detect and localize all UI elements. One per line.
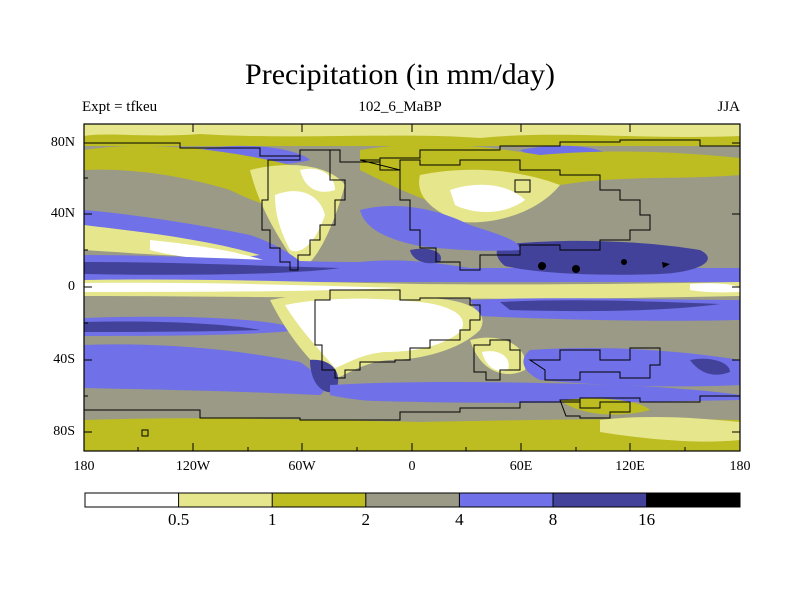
- lon-label-180e: 180: [729, 459, 751, 474]
- lon-label-120w: 120W: [175, 459, 211, 474]
- axis-ticks: [84, 124, 740, 451]
- colorbar-box-6: [553, 493, 647, 507]
- plot-title: Precipitation (in mm/day): [245, 58, 555, 91]
- experiment-label: Expt = tfkeu: [82, 99, 158, 115]
- npacific-dry-band: [150, 240, 270, 262]
- colorbar-frame: [84, 492, 741, 508]
- namerica-dry: [275, 191, 325, 252]
- antarctic-light-east: [600, 416, 740, 442]
- colorbar-label-3: 2: [361, 510, 371, 529]
- colorbar-box-4: [365, 493, 460, 507]
- lon-label-120e: 120E: [615, 459, 645, 474]
- lat-label-40s: 40S: [53, 352, 75, 367]
- mediterranean-blue: [360, 205, 520, 251]
- australia-sea-dark: [690, 358, 730, 375]
- south-africa-dry: [482, 351, 509, 371]
- coastlines: [84, 139, 740, 437]
- monsoon-max-4: [662, 262, 670, 268]
- lon-label-60w: 60W: [288, 459, 316, 474]
- antarctic-yellow-south: [84, 437, 420, 451]
- itcz-dark-pacific: [84, 262, 340, 275]
- indian-ocean-dark: [500, 300, 720, 312]
- lon-label-60e: 60E: [509, 459, 533, 474]
- australia-outline: [528, 347, 661, 381]
- africa-dark-patch: [410, 248, 441, 264]
- lat-label-0: 0: [68, 279, 75, 294]
- colorbar-label-2: 1: [267, 510, 277, 529]
- colorbar-label-5: 8: [548, 510, 558, 529]
- southern-continent-outline: [314, 289, 481, 379]
- antarctic-coast: [84, 395, 740, 421]
- lon-label-180w: 180: [73, 459, 95, 474]
- colorbar-box-7: [646, 493, 740, 507]
- colorbar-box-5: [459, 493, 553, 507]
- colorbar: [84, 492, 741, 508]
- southern-continent-dry: [285, 298, 464, 368]
- lat-label-80n: 80N: [50, 135, 75, 150]
- lon-label-0: 0: [408, 459, 416, 474]
- central-asia-dry: [450, 184, 525, 212]
- colorbar-box-3: [272, 493, 366, 507]
- monsoon-max-3: [621, 259, 627, 265]
- equator-dry-east: [690, 283, 740, 293]
- lat-label-80s: 80S: [53, 424, 75, 439]
- australia-sea-blue: [523, 348, 740, 387]
- north-america-outline: [261, 149, 346, 271]
- namerica-dry-north: [300, 168, 335, 192]
- antarctic-island: [559, 399, 631, 419]
- itcz-blue: [84, 255, 740, 282]
- arctic-coast: [84, 139, 740, 163]
- monsoon-max-1: [538, 262, 546, 270]
- s-america-dark: [310, 359, 339, 393]
- season-label: JJA: [717, 99, 740, 115]
- period-label: 102_6_MaBP: [358, 99, 442, 115]
- colorbar-label-4: 4: [455, 510, 464, 529]
- southern-africa-outline: [473, 339, 521, 381]
- spacific-dark: [84, 321, 260, 332]
- colorbar-label-1: 0.5: [167, 510, 190, 529]
- lat-label-40n: 40N: [50, 206, 75, 221]
- monsoon-max-2: [572, 265, 580, 273]
- eurasia-outline: [359, 159, 651, 271]
- s-pacific-storm-blue: [84, 344, 324, 395]
- precip-field: [84, 124, 740, 451]
- colorbar-box-1: [85, 493, 179, 507]
- equator-dry-pacific: [84, 282, 400, 292]
- small-island: [141, 429, 149, 437]
- inland-lake: [514, 179, 531, 193]
- colorbar-label-6: 16: [638, 510, 656, 529]
- monsoon-dark: [496, 240, 708, 275]
- colorbar-box-2: [178, 493, 273, 507]
